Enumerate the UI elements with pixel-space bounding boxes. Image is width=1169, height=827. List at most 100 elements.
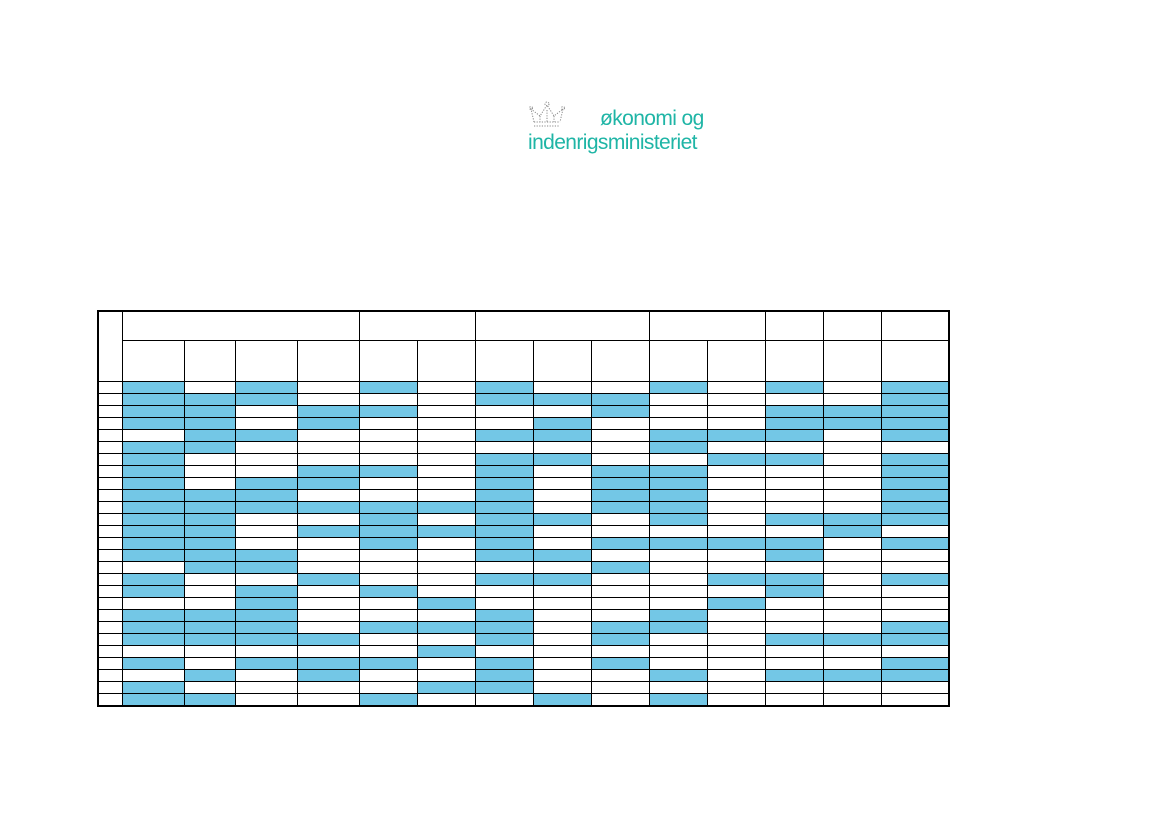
row-label-cell — [97, 669, 123, 682]
table-cell-empty — [358, 477, 418, 490]
row-label-cell — [97, 465, 123, 478]
table-cell-filled — [183, 621, 236, 634]
table-cell-empty — [764, 597, 824, 610]
table-row — [97, 633, 950, 646]
table-cell-empty — [532, 489, 592, 502]
table-cell-empty — [532, 525, 592, 538]
table-cell-filled — [474, 477, 534, 490]
table-cell-filled — [590, 405, 650, 418]
row-label-cell — [97, 633, 123, 646]
table-cell-empty — [706, 681, 766, 694]
table-cell-filled — [358, 585, 418, 598]
table-row — [97, 477, 950, 490]
table-cell-empty — [296, 561, 360, 574]
table-cell-filled — [474, 681, 534, 694]
table-cell-filled — [590, 561, 650, 574]
table-cell-filled — [183, 393, 236, 406]
table-cell-empty — [532, 633, 592, 646]
row-label-cell — [97, 693, 123, 707]
table-cell-filled — [880, 573, 950, 586]
table-row — [97, 561, 950, 574]
table-cell-filled — [358, 465, 418, 478]
table-cell-filled — [358, 621, 418, 634]
table-cell-empty — [706, 489, 766, 502]
table-row — [97, 549, 950, 562]
table-cell-empty — [590, 417, 650, 430]
table-row — [97, 513, 950, 526]
table-cell-empty — [416, 549, 476, 562]
table-cell-empty — [234, 465, 298, 478]
table-cell-empty — [474, 417, 534, 430]
row-label-cell — [97, 513, 123, 526]
table-cell-empty — [764, 609, 824, 622]
table-cell-filled — [590, 477, 650, 490]
table-cell-filled — [296, 657, 360, 670]
row-label-header-cell — [97, 310, 123, 382]
table-cell-empty — [822, 453, 882, 466]
table-cell-empty — [822, 573, 882, 586]
table-cell-empty — [648, 549, 708, 562]
table-cell-empty — [590, 645, 650, 658]
table-cell-empty — [416, 417, 476, 430]
row-label-cell — [97, 453, 123, 466]
table-cell-filled — [880, 621, 950, 634]
table-cell-filled — [822, 525, 882, 538]
table-cell-empty — [764, 645, 824, 658]
group-header-cell — [121, 310, 360, 341]
table-cell-empty — [880, 645, 950, 658]
table-cell-empty — [706, 561, 766, 574]
table-cell-filled — [590, 633, 650, 646]
table-cell-filled — [296, 633, 360, 646]
table-cell-filled — [234, 585, 298, 598]
ministry-logo: økonomi og indenrigsministeriet — [528, 100, 738, 156]
table-cell-empty — [121, 645, 185, 658]
table-cell-filled — [474, 381, 534, 394]
table-cell-filled — [121, 477, 185, 490]
table-cell-empty — [296, 441, 360, 454]
table-cell-empty — [706, 465, 766, 478]
table-cell-filled — [764, 573, 824, 586]
table-cell-filled — [532, 573, 592, 586]
table-cell-empty — [296, 429, 360, 442]
table-cell-filled — [234, 381, 298, 394]
table-cell-filled — [474, 669, 534, 682]
table-cell-empty — [183, 597, 236, 610]
table-cell-empty — [764, 657, 824, 670]
table-cell-filled — [121, 465, 185, 478]
row-label-cell — [97, 549, 123, 562]
row-label-cell — [97, 561, 123, 574]
logo-text-line-1: økonomi og — [600, 107, 704, 130]
table-cell-filled — [183, 525, 236, 538]
group-header-cell — [764, 310, 824, 341]
table-row — [97, 657, 950, 670]
table-cell-filled — [234, 489, 298, 502]
table-cell-empty — [764, 477, 824, 490]
table-cell-empty — [764, 393, 824, 406]
table-cell-filled — [648, 489, 708, 502]
table-cell-filled — [474, 657, 534, 670]
table-cell-filled — [764, 633, 824, 646]
table-cell-empty — [234, 453, 298, 466]
row-label-cell — [97, 525, 123, 538]
table-cell-empty — [296, 609, 360, 622]
table-cell-filled — [590, 465, 650, 478]
table-cell-empty — [648, 417, 708, 430]
table-cell-filled — [648, 693, 708, 707]
table-cell-empty — [183, 657, 236, 670]
logo-text-line-2: indenrigsministeriet — [528, 131, 698, 154]
table-cell-empty — [234, 417, 298, 430]
table-cell-empty — [358, 609, 418, 622]
table-cell-empty — [474, 561, 534, 574]
column-header-cell — [234, 340, 298, 382]
table-cell-filled — [474, 609, 534, 622]
table-cell-empty — [822, 585, 882, 598]
table-cell-empty — [532, 681, 592, 694]
table-row — [97, 525, 950, 538]
table-cell-filled — [706, 537, 766, 550]
row-label-cell — [97, 417, 123, 430]
table-cell-filled — [358, 513, 418, 526]
table-cell-empty — [706, 405, 766, 418]
table-cell-empty — [296, 453, 360, 466]
table-cell-filled — [474, 393, 534, 406]
table-cell-filled — [764, 429, 824, 442]
